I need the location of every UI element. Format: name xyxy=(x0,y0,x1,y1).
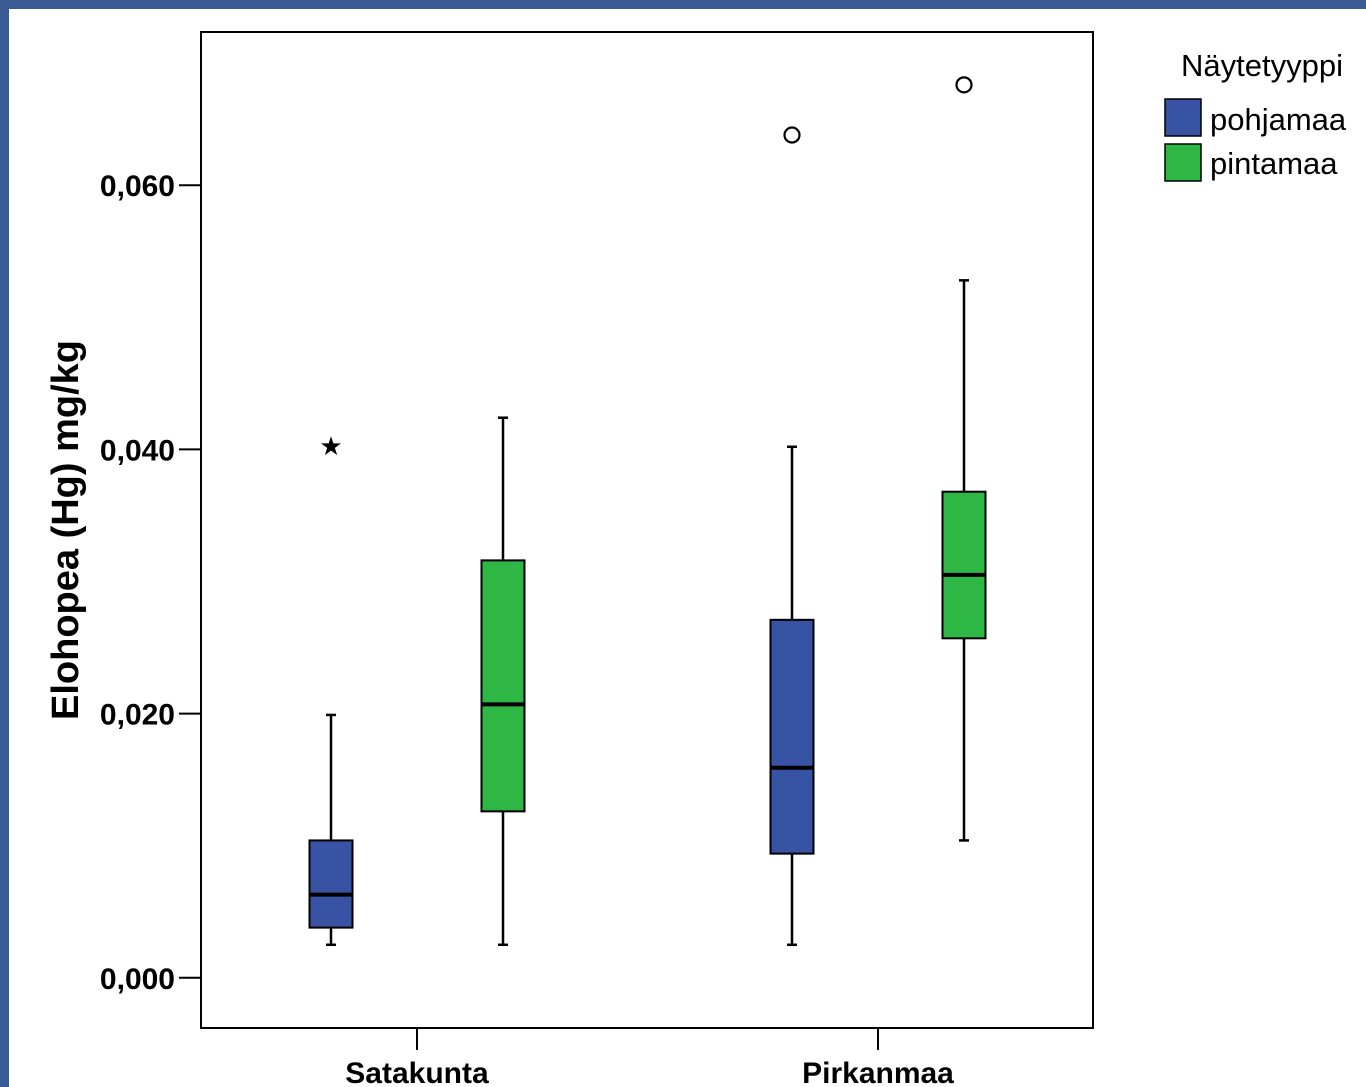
legend-label-pintamaa: pintamaa xyxy=(1210,146,1338,181)
legend-label-pohjamaa: pohjamaa xyxy=(1210,102,1347,137)
y-tick-label: 0,060 xyxy=(100,170,175,203)
box-pohjamaa-satakunta: ★ xyxy=(308,432,354,947)
outlier-point xyxy=(783,126,801,144)
legend: Näytetyyppi pohjamaa pintamaa xyxy=(1164,48,1347,182)
y-axis-label: Elohopea (Hg) mg/kg xyxy=(45,340,87,720)
extreme-point: ★ xyxy=(319,432,342,462)
x-category-label: Pirkanmaa xyxy=(802,1057,954,1087)
box-pintamaa-pirkanmaa xyxy=(941,76,987,842)
box-iqr xyxy=(769,618,815,855)
legend-title: Näytetyyppi xyxy=(1181,48,1343,83)
y-tick-label: 0,040 xyxy=(100,434,175,467)
legend-swatch-pohjamaa xyxy=(1164,98,1202,137)
x-axis: Satakunta Pirkanmaa xyxy=(345,1028,954,1087)
x-category-label: Satakunta xyxy=(345,1057,489,1087)
y-tick-label: 0,020 xyxy=(100,699,175,732)
box-pintamaa-satakunta xyxy=(480,416,526,947)
box-iqr xyxy=(480,559,526,813)
legend-swatch-pintamaa xyxy=(1164,143,1202,182)
y-tick-label: 0,000 xyxy=(100,963,175,996)
legend-item-pintamaa: pintamaa xyxy=(1164,143,1338,182)
outlier-point xyxy=(955,76,973,94)
box-iqr xyxy=(308,839,354,929)
boxes: ★ xyxy=(308,76,987,947)
y-axis: 0,000 0,020 0,040 0,060 xyxy=(100,170,201,996)
legend-item-pohjamaa: pohjamaa xyxy=(1164,98,1347,137)
box-iqr xyxy=(941,490,987,640)
box-pohjamaa-pirkanmaa xyxy=(769,126,815,947)
